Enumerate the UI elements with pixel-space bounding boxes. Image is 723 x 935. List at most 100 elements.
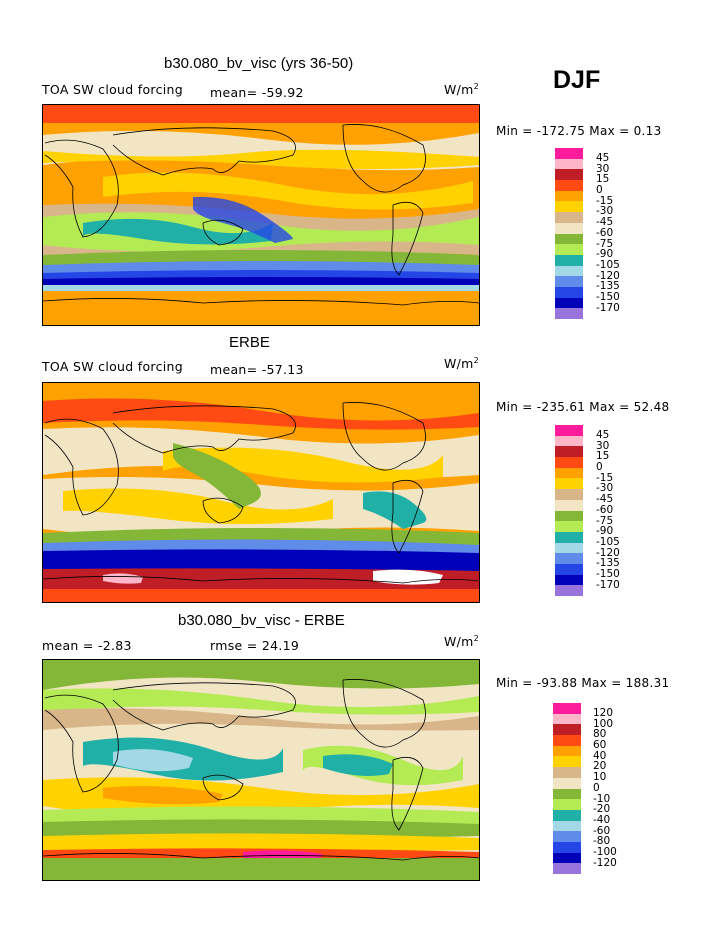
panel-2-swatch — [555, 425, 583, 436]
panel-3-swatch — [553, 777, 581, 789]
colorbar-tick-label: 60 — [593, 739, 607, 752]
panel-3-swatch — [553, 809, 581, 821]
panel-1-swatch — [555, 169, 583, 181]
colorbar-tick-label: -60 — [596, 226, 614, 239]
colorbar-tick-label: -40 — [593, 813, 611, 826]
colorbar-tick-label: -15 — [596, 471, 614, 484]
panel-1-swatch — [555, 158, 583, 170]
panel-3-swatch — [553, 767, 581, 778]
panel-2-title: ERBE — [229, 334, 270, 351]
colorbar-tick-label: -75 — [596, 237, 614, 250]
colorbar-tick-label: -90 — [596, 525, 614, 538]
colorbar-tick-label: -100 — [593, 845, 617, 858]
colorbar-tick-label: -10 — [593, 792, 611, 805]
panel-3-colorbar-labels: 120 100 80 60 40 20 10 0 -10 -20 -40 -60… — [593, 708, 617, 868]
panel-2-swatch — [555, 510, 583, 522]
colorbar-tick-label: 120 — [593, 707, 614, 719]
colorbar-tick-label: -105 — [596, 535, 620, 548]
panel-3-colorbar — [553, 703, 581, 874]
panel-2-swatch — [555, 499, 583, 511]
panel-1-swatch — [555, 254, 583, 266]
colorbar-tick-label: 0 — [596, 184, 603, 197]
colorbar-tick-label: -15 — [596, 194, 614, 207]
colorbar-tick-label: 0 — [593, 781, 600, 794]
panel-3-swatch — [553, 756, 581, 768]
panel-1-swatch — [555, 148, 583, 159]
panel-3-units: W/m2 — [444, 634, 480, 650]
panel-2-mean: mean= -57.13 — [210, 362, 304, 377]
panel-3-swatch — [553, 745, 581, 757]
colorbar-tick-label: -170 — [596, 301, 620, 314]
colorbar-tick-label: 10 — [593, 771, 607, 784]
panel-1-title: b30.080_bv_visc (yrs 36-50) — [164, 55, 354, 72]
colorbar-tick-label: -150 — [596, 290, 620, 303]
colorbar-tick-label: 30 — [596, 439, 610, 452]
panel-2-minmax: Min = -235.61 Max = 52.48 — [496, 400, 670, 414]
panel-1-map — [42, 104, 480, 326]
panel-3-rmse: rmse = 24.19 — [210, 638, 300, 653]
colorbar-tick-label: -60 — [593, 824, 611, 837]
colorbar-tick-label: -150 — [596, 567, 620, 580]
panel-1-colorbar — [555, 148, 583, 319]
colorbar-tick-label: -75 — [596, 514, 614, 527]
panel-3-mean: mean = -2.83 — [42, 638, 132, 653]
colorbar-tick-label: -30 — [596, 205, 614, 218]
panel-3-swatch — [553, 799, 581, 810]
colorbar-tick-label: 15 — [596, 450, 610, 463]
panel-1-swatch — [555, 244, 583, 255]
panel-1-swatch — [555, 297, 583, 309]
panel-2-colorbar — [555, 425, 583, 596]
panel-3-minmax: Min = -93.88 Max = 188.31 — [496, 676, 670, 690]
colorbar-tick-label: -120 — [596, 269, 620, 282]
panel-2-swatch — [555, 521, 583, 532]
panel-2-colorbar-labels: 45 30 15 0 -15 -30 -45 -60 -75 -90 -105 … — [596, 430, 620, 590]
panel-1-units: W/m2 — [444, 82, 480, 98]
panel-1-swatch — [555, 286, 583, 298]
colorbar-tick-label: -120 — [593, 856, 617, 869]
panel-3-swatch — [553, 863, 581, 874]
panel-1-swatch — [555, 180, 583, 191]
panel-2-swatch — [555, 585, 583, 596]
panel-2-swatch — [555, 467, 583, 479]
panel-3-swatch — [553, 788, 581, 800]
panel-3-swatch — [553, 735, 581, 746]
panel-2-swatch — [555, 457, 583, 468]
colorbar-tick-label: -170 — [596, 578, 620, 591]
panel-2-swatch — [555, 478, 583, 490]
panel-2-swatch — [555, 446, 583, 458]
panel-2-field-label: TOA SW cloud forcing — [42, 359, 183, 374]
panel-1-swatch — [555, 190, 583, 202]
colorbar-tick-label: 45 — [596, 152, 610, 164]
panel-1-swatch — [555, 212, 583, 223]
colorbar-tick-label: 15 — [596, 173, 610, 186]
panel-3-swatch — [553, 831, 581, 842]
panel-2-swatch — [555, 489, 583, 500]
colorbar-tick-label: 30 — [596, 162, 610, 175]
colorbar-tick-label: -45 — [596, 493, 614, 506]
panel-1-swatch — [555, 233, 583, 245]
panel-2-swatch — [555, 542, 583, 554]
colorbar-tick-label: -90 — [596, 248, 614, 261]
panel-2-swatch — [555, 553, 583, 564]
panel-2-swatch — [555, 563, 583, 575]
colorbar-tick-label: 45 — [596, 429, 610, 441]
panel-1-minmax: Min = -172.75 Max = 0.13 — [496, 124, 662, 138]
colorbar-tick-label: 20 — [593, 760, 607, 773]
panel-3-swatch — [553, 724, 581, 736]
colorbar-tick-label: 80 — [593, 728, 607, 741]
panel-1-swatch — [555, 222, 583, 234]
panel-2-swatch — [555, 574, 583, 586]
panel-2-units: W/m2 — [444, 356, 480, 372]
panel-3-swatch — [553, 852, 581, 864]
colorbar-tick-label: -135 — [596, 280, 620, 293]
colorbar-tick-label: -135 — [596, 557, 620, 570]
panel-3-title: b30.080_bv_visc - ERBE — [178, 612, 345, 629]
panel-1-swatch — [555, 201, 583, 213]
panel-1-field-label: TOA SW cloud forcing — [42, 82, 183, 97]
colorbar-tick-label: -45 — [596, 216, 614, 229]
panel-3-swatch — [553, 713, 581, 725]
panel-1-mean: mean= -59.92 — [210, 85, 304, 100]
panel-1-swatch — [555, 308, 583, 319]
panel-3-swatch — [553, 841, 581, 853]
colorbar-tick-label: -105 — [596, 258, 620, 271]
